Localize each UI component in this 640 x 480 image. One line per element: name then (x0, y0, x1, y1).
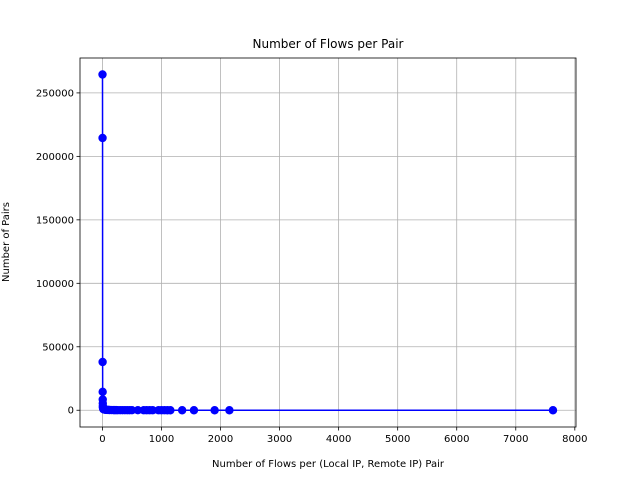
data-point (98, 133, 107, 143)
data-point (127, 406, 137, 415)
x-tick-label: 4000 (326, 434, 351, 445)
data-point (148, 406, 157, 415)
x-axis: 0 1000 2000 3000 4000 5000 6000 7000 8000 (99, 427, 588, 445)
x-tick-label: 5000 (385, 434, 410, 445)
data-point (98, 387, 107, 397)
data-point (98, 357, 107, 367)
data-point (189, 406, 199, 415)
y-tick-label: 200000 (36, 152, 74, 163)
x-tick-label: 3000 (267, 434, 292, 445)
data-point (225, 406, 234, 415)
y-axis: 0 50000 100000 150000 200000 250000 (36, 88, 80, 417)
y-tick-label: 100000 (36, 279, 74, 290)
y-axis-label: Number of Pairs (1, 202, 12, 282)
x-tick-label: 6000 (444, 434, 469, 445)
data-point (98, 70, 107, 79)
data-point (548, 406, 558, 415)
y-tick-label: 0 (68, 406, 74, 417)
x-tick-label: 2000 (208, 434, 233, 445)
x-tick-label: 0 (99, 434, 105, 445)
data-point (133, 406, 143, 415)
y-tick-label: 250000 (36, 88, 74, 99)
chart-title: Number of Flows per Pair (253, 37, 404, 51)
x-tick-label: 1000 (149, 434, 174, 445)
data-point (210, 406, 219, 415)
x-axis-label: Number of Flows per (Local IP, Remote IP… (212, 459, 445, 470)
grid (80, 58, 576, 427)
x-tick-label: 7000 (503, 434, 528, 445)
x-tick-label: 8000 (562, 434, 587, 445)
data-point (166, 406, 175, 415)
series-layer (98, 70, 558, 415)
y-tick-label: 150000 (36, 215, 74, 226)
y-tick-label: 50000 (42, 342, 74, 353)
plot-frame (79, 57, 577, 428)
series-line (101, 74, 553, 411)
data-point (177, 406, 187, 415)
